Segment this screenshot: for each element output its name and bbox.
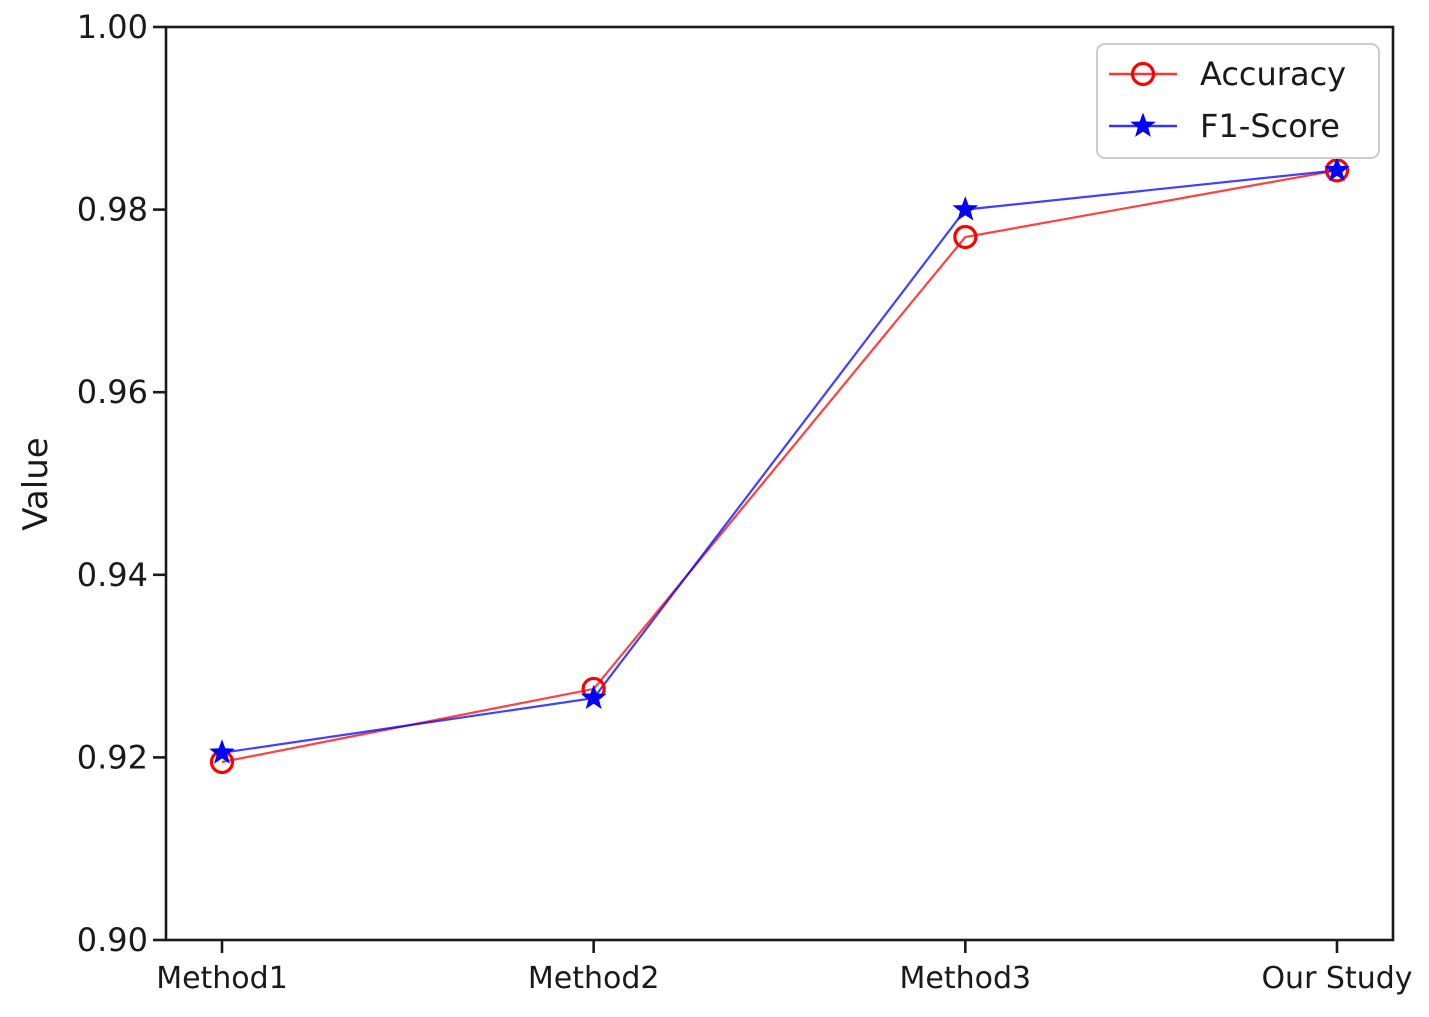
legend-sample-marker: [1130, 61, 1156, 87]
x-tick-label: Method3: [900, 961, 1032, 996]
x-tick-label: Method2: [528, 961, 660, 996]
legend-box: [1096, 43, 1380, 159]
y-tick-label: 1.00: [77, 8, 148, 46]
y-tick-label: 0.94: [77, 556, 148, 594]
plot-border: [164, 25, 1395, 942]
f1-score-marker: [952, 196, 979, 221]
x-tick-label: Our Study: [1261, 961, 1412, 996]
y-tick-label: 0.96: [77, 373, 148, 411]
accuracy-marker: [953, 224, 978, 250]
f1-score-marker: [580, 684, 607, 709]
y-tick-label: 0.90: [77, 921, 148, 959]
legend-label: F1-Score: [1200, 107, 1340, 145]
legend-sample-marker: [1130, 112, 1156, 137]
x-tick-label: Method1: [156, 961, 288, 996]
y-tick-label: 0.92: [77, 738, 148, 776]
f1-score-marker: [1324, 156, 1350, 182]
legend-label: Accuracy: [1200, 55, 1346, 93]
f1-score-marker: [209, 739, 235, 764]
accuracy-line: [221, 169, 1338, 764]
f1-score-line: [221, 169, 1338, 754]
y-tick-label: 0.98: [77, 191, 148, 229]
